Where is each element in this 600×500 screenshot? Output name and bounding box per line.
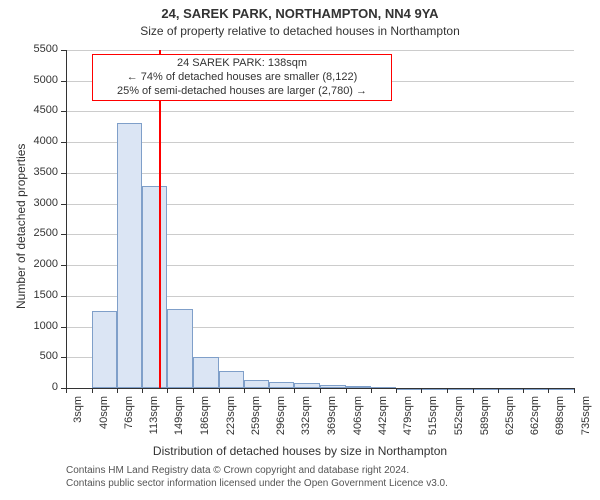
x-tick-label: 735sqm bbox=[580, 396, 592, 446]
y-tick-label: 0 bbox=[0, 381, 58, 393]
y-tick-label: 1500 bbox=[0, 289, 58, 301]
x-tick-label: 40sqm bbox=[98, 396, 110, 446]
y-axis-label: Number of detached properties bbox=[14, 144, 28, 309]
x-tick-mark bbox=[523, 388, 524, 393]
y-tick-label: 4000 bbox=[0, 135, 58, 147]
x-tick-label: 76sqm bbox=[123, 396, 135, 446]
x-tick-mark bbox=[346, 388, 347, 393]
x-tick-mark bbox=[142, 388, 143, 393]
x-tick-mark bbox=[269, 388, 270, 393]
histogram-bar bbox=[244, 380, 270, 388]
x-tick-mark bbox=[447, 388, 448, 393]
gridline-h bbox=[66, 111, 574, 112]
y-tick-label: 500 bbox=[0, 350, 58, 362]
x-tick-mark bbox=[498, 388, 499, 393]
histogram-bar bbox=[219, 371, 244, 388]
x-tick-label: 515sqm bbox=[427, 396, 439, 446]
histogram-bar bbox=[92, 311, 117, 388]
x-tick-mark bbox=[193, 388, 194, 393]
histogram-bar bbox=[167, 309, 193, 388]
y-tick-label: 2000 bbox=[0, 258, 58, 270]
x-tick-mark bbox=[548, 388, 549, 393]
annotation-box: 24 SAREK PARK: 138sqm← 74% of detached h… bbox=[92, 54, 392, 101]
y-tick-label: 3500 bbox=[0, 166, 58, 178]
x-tick-mark bbox=[117, 388, 118, 393]
x-tick-label: 186sqm bbox=[199, 396, 211, 446]
x-tick-label: 149sqm bbox=[173, 396, 185, 446]
x-tick-label: 259sqm bbox=[250, 396, 262, 446]
y-tick-label: 1000 bbox=[0, 320, 58, 332]
x-tick-mark bbox=[219, 388, 220, 393]
x-tick-label: 625sqm bbox=[504, 396, 516, 446]
x-tick-label: 113sqm bbox=[148, 396, 160, 446]
x-tick-mark bbox=[66, 388, 67, 393]
x-tick-mark bbox=[371, 388, 372, 393]
annotation-line2: ← 74% of detached houses are smaller (8,… bbox=[97, 71, 387, 85]
x-tick-mark bbox=[320, 388, 321, 393]
x-tick-mark bbox=[167, 388, 168, 393]
histogram-bar bbox=[117, 123, 143, 388]
x-tick-label: 3sqm bbox=[72, 396, 84, 446]
chart-subtitle: Size of property relative to detached ho… bbox=[0, 24, 600, 38]
gridline-h bbox=[66, 50, 574, 51]
x-tick-label: 442sqm bbox=[377, 396, 389, 446]
x-tick-label: 662sqm bbox=[529, 396, 541, 446]
x-tick-label: 698sqm bbox=[554, 396, 566, 446]
y-tick-label: 4500 bbox=[0, 104, 58, 116]
y-tick-label: 5000 bbox=[0, 74, 58, 86]
x-tick-mark bbox=[294, 388, 295, 393]
x-tick-label: 479sqm bbox=[402, 396, 414, 446]
annotation-line3: 25% of semi-detached houses are larger (… bbox=[97, 85, 387, 99]
x-axis-label: Distribution of detached houses by size … bbox=[0, 444, 600, 458]
x-tick-label: 589sqm bbox=[479, 396, 491, 446]
histogram-bar bbox=[193, 357, 219, 388]
x-tick-label: 406sqm bbox=[352, 396, 364, 446]
x-tick-mark bbox=[396, 388, 397, 393]
x-tick-mark bbox=[574, 388, 575, 393]
annotation-line1: 24 SAREK PARK: 138sqm bbox=[97, 57, 387, 71]
footer-line2: Contains public sector information licen… bbox=[66, 477, 448, 490]
histogram-bar bbox=[142, 186, 167, 388]
x-tick-label: 296sqm bbox=[275, 396, 287, 446]
footer-attribution: Contains HM Land Registry data © Crown c… bbox=[66, 464, 448, 490]
x-tick-label: 223sqm bbox=[225, 396, 237, 446]
x-tick-mark bbox=[244, 388, 245, 393]
y-tick-label: 3000 bbox=[0, 197, 58, 209]
chart-title: 24, SAREK PARK, NORTHAMPTON, NN4 9YA bbox=[0, 6, 600, 21]
x-tick-label: 369sqm bbox=[326, 396, 338, 446]
x-tick-mark bbox=[473, 388, 474, 393]
x-tick-mark bbox=[92, 388, 93, 393]
y-tick-label: 2500 bbox=[0, 227, 58, 239]
y-tick-label: 5500 bbox=[0, 43, 58, 55]
x-tick-label: 552sqm bbox=[453, 396, 465, 446]
footer-line1: Contains HM Land Registry data © Crown c… bbox=[66, 464, 448, 477]
y-axis-line bbox=[66, 50, 67, 388]
x-tick-mark bbox=[421, 388, 422, 393]
x-tick-label: 332sqm bbox=[300, 396, 312, 446]
